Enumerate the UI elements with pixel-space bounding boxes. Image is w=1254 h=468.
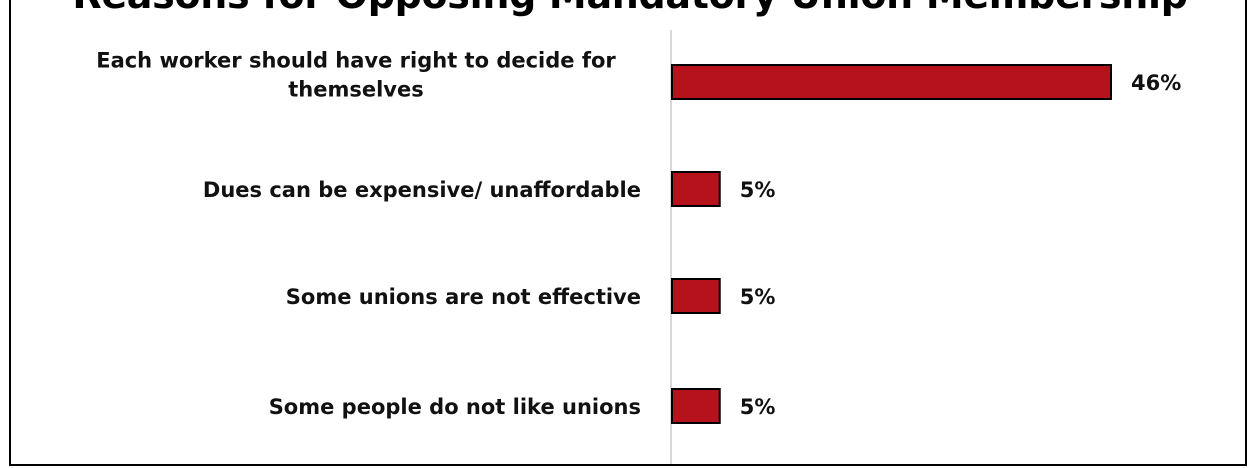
category-label-2: Dues can be expensive/ unaffordable xyxy=(203,178,641,202)
chart-title: Reasons for Opposing Mandatory Union Mem… xyxy=(11,0,1245,17)
bar-4 xyxy=(671,388,721,424)
bar-chart: 46% Each worker should have right to deci… xyxy=(96,30,1181,464)
chart-frame: Reasons for Opposing Mandatory Union Mem… xyxy=(9,0,1247,466)
value-label-1: 46% xyxy=(1131,71,1181,95)
category-label-3: Some unions are not effective xyxy=(286,285,641,309)
value-label-2: 5% xyxy=(740,178,776,202)
category-label-1: Each worker should have right to decide … xyxy=(96,49,616,102)
bar-2 xyxy=(671,171,721,207)
value-label-4: 5% xyxy=(740,395,776,419)
bar-1 xyxy=(671,64,1112,100)
category-label-4: Some people do not like unions xyxy=(269,395,641,419)
bar-3 xyxy=(671,278,721,314)
value-label-3: 5% xyxy=(740,285,776,309)
